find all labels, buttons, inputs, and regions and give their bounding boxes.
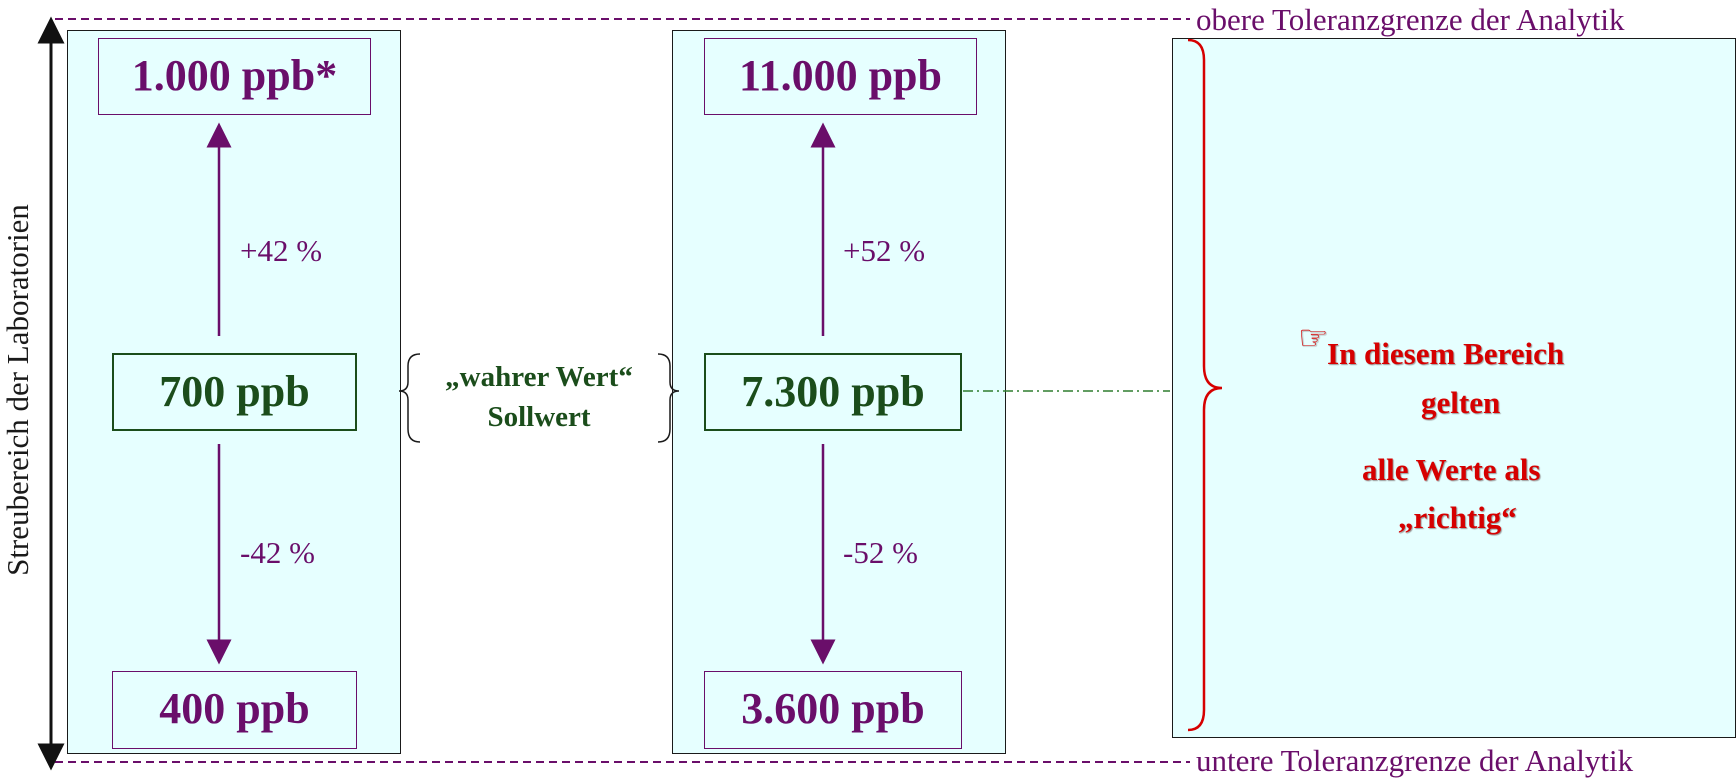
left-up-percent: +42 %: [240, 233, 323, 268]
middle-up-percent: +52 %: [843, 233, 926, 268]
right-text-line4: „richtig“: [1398, 500, 1517, 535]
right-brace: [657, 353, 680, 443]
lower-tolerance-label: untere Toleranzgrenze der Analytik: [1196, 743, 1634, 778]
red-brace: [1187, 38, 1223, 732]
middle-bottom-value: 3.600 ppb: [704, 671, 962, 749]
middle-center-value: 7.300 ppb: [704, 353, 962, 431]
true-value-line1: „wahrer Wert“: [445, 361, 633, 393]
right-text-line3: alle Werte als: [1362, 452, 1541, 487]
right-text-line1: In diesem Bereich: [1327, 336, 1565, 371]
pointing-hand-icon: ☞: [1298, 318, 1329, 358]
middle-top-value: 11.000 ppb: [704, 38, 977, 115]
left-brace: [398, 353, 421, 443]
middle-down-percent: -52 %: [843, 535, 918, 570]
true-value-line2: Sollwert: [487, 401, 591, 433]
true-value-label: „wahrer Wert“ Sollwert: [412, 357, 666, 437]
left-down-percent: -42 %: [240, 535, 315, 570]
left-center-value: 700 ppb: [112, 353, 357, 431]
axis-label: Streubereich der Laboratorien: [0, 204, 35, 576]
left-bottom-value: 400 ppb: [112, 671, 357, 749]
right-text-line2: gelten: [1421, 385, 1501, 420]
left-top-value: 1.000 ppb*: [98, 38, 371, 115]
right-panel: [1172, 38, 1736, 738]
upper-tolerance-label: obere Toleranzgrenze der Analytik: [1196, 2, 1625, 37]
